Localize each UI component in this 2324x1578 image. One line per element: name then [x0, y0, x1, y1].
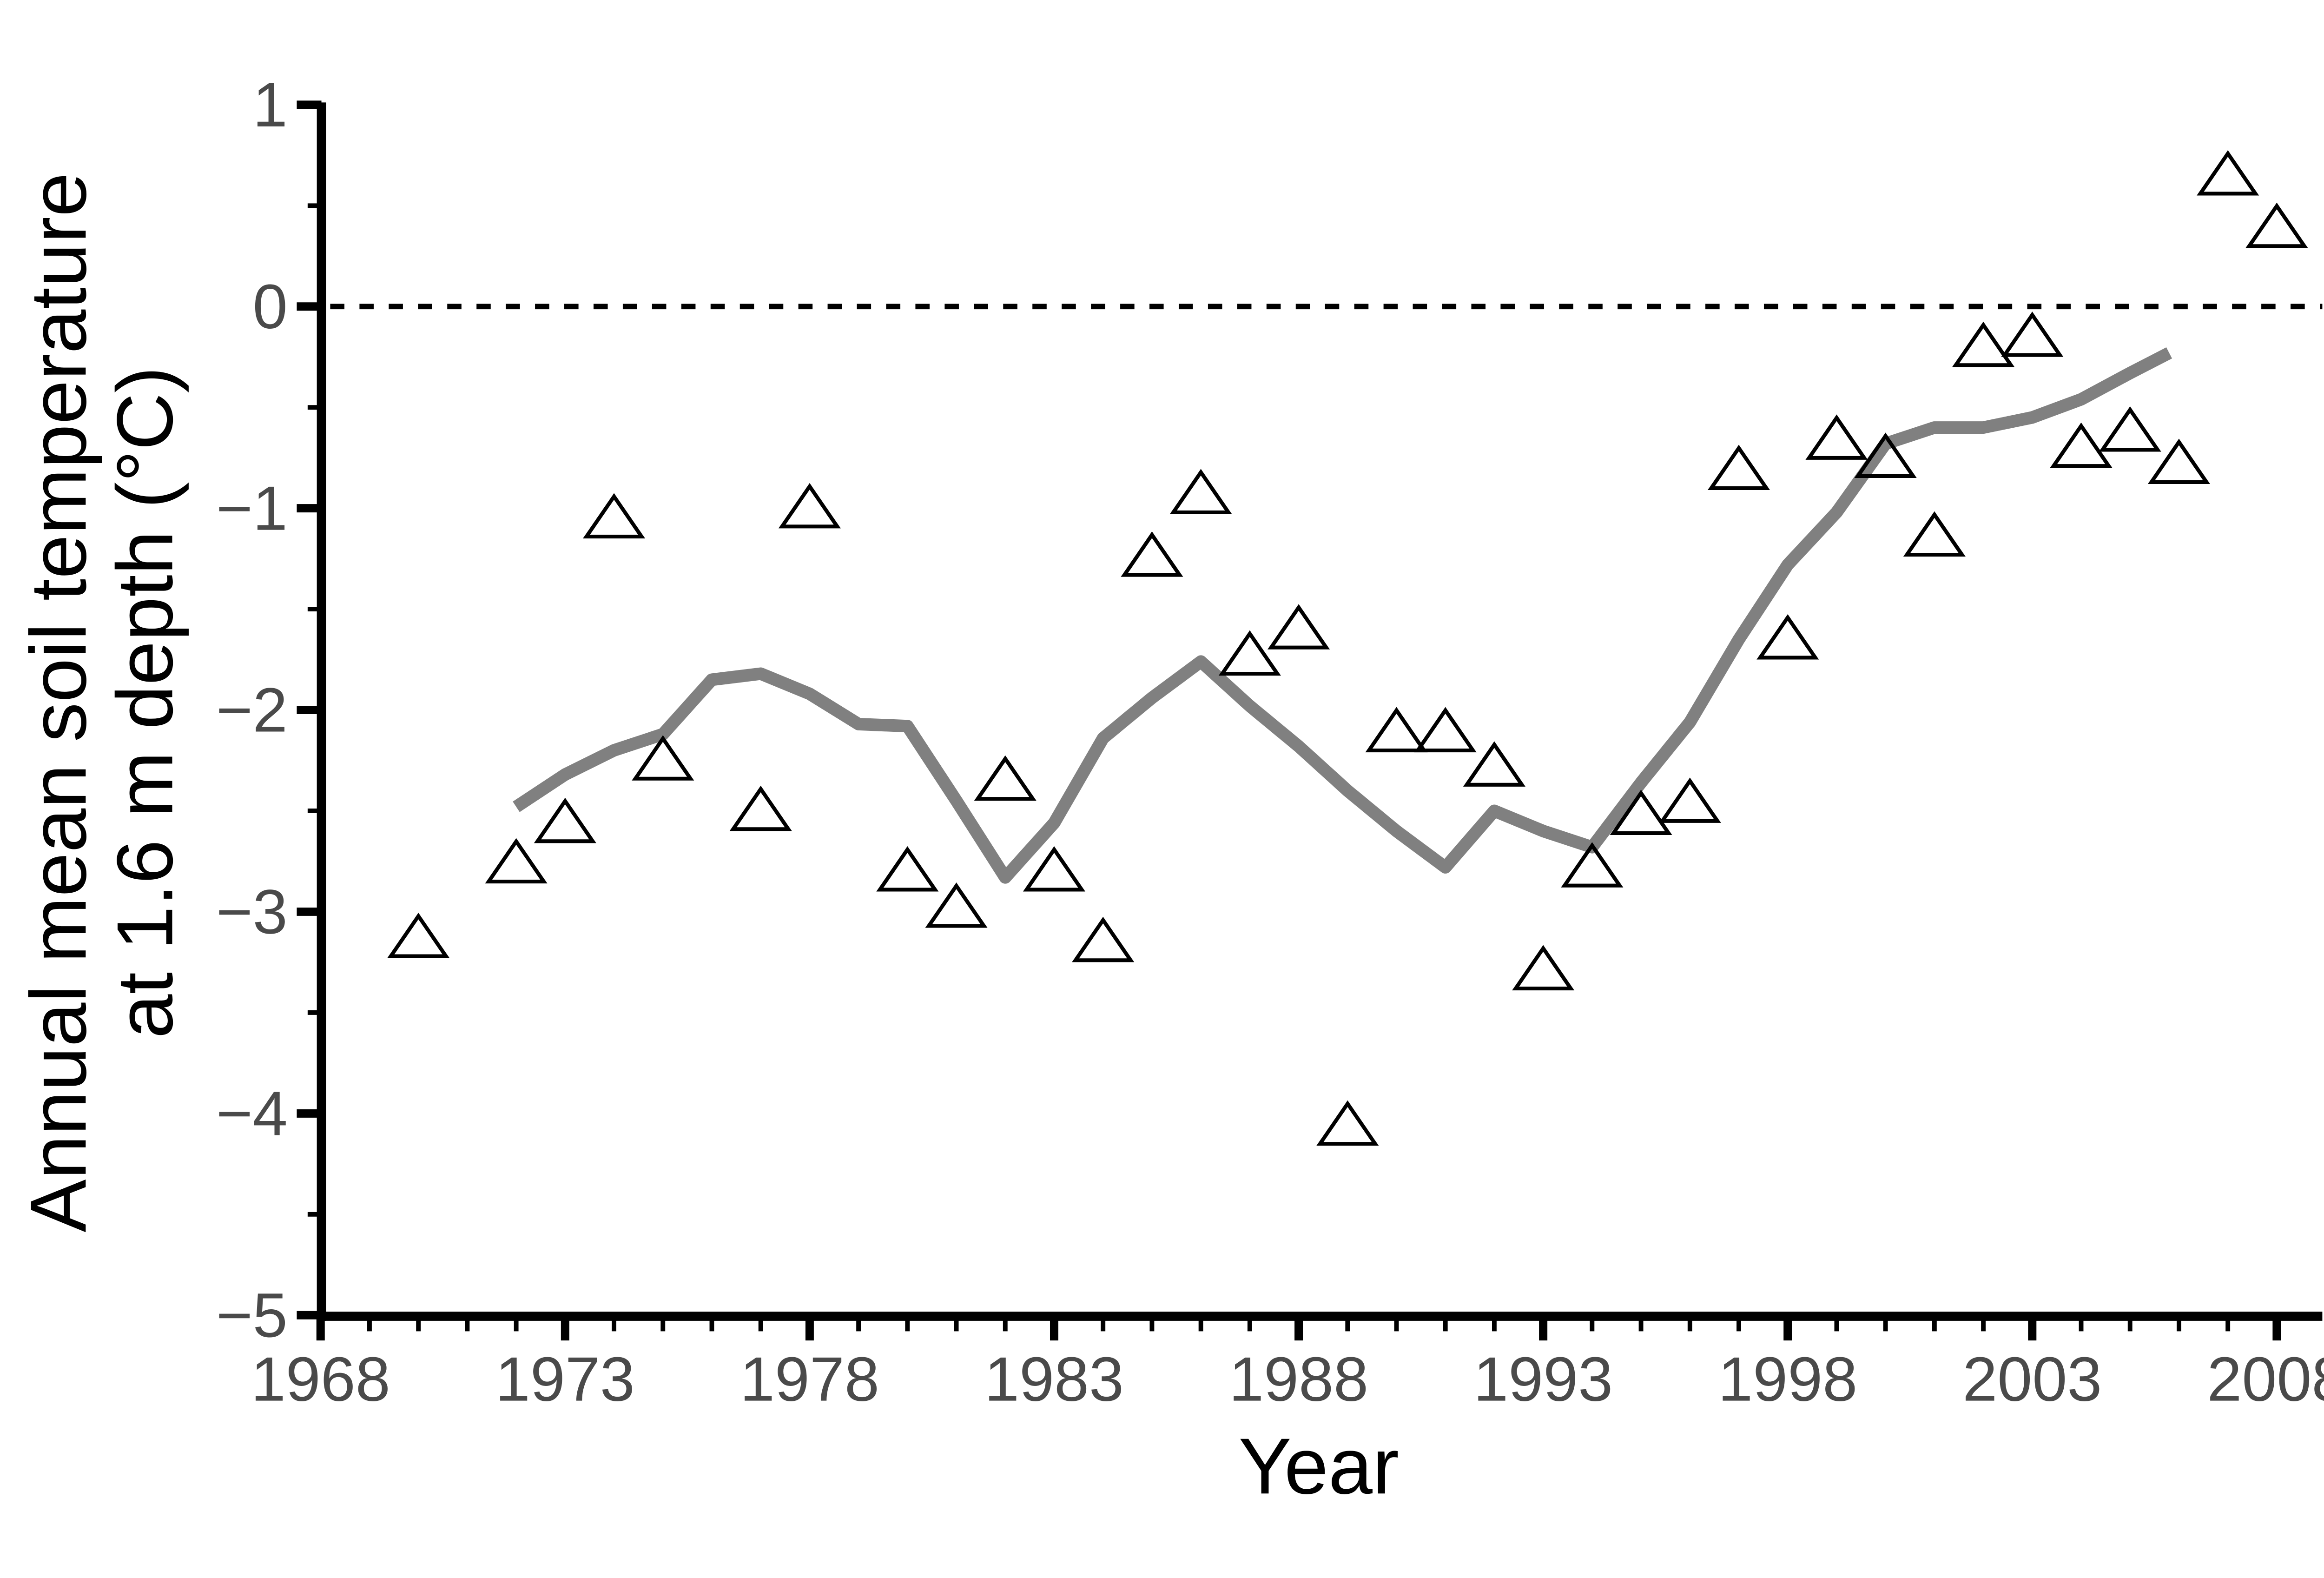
triangle-marker — [925, 882, 988, 928]
triangle-marker — [534, 797, 596, 843]
triangle-marker — [1805, 414, 1868, 460]
x-tick-label: 2003 — [1962, 1344, 2102, 1414]
y-tick-label: −5 — [216, 1280, 288, 1350]
triangle-marker — [1365, 707, 1428, 753]
triangle-marker — [1023, 846, 1086, 892]
triangle-marker — [1952, 321, 2015, 367]
triangle-marker — [1463, 741, 1525, 787]
triangle-marker — [632, 735, 694, 781]
x-tick-label: 2008 — [2207, 1344, 2324, 1414]
y-tick-label: 0 — [253, 272, 288, 342]
triangle-marker — [1903, 511, 1966, 557]
triangle-marker — [1658, 777, 1721, 823]
triangle-marker — [1561, 842, 1624, 888]
y-axis-title-line-2: at 1.6 m depth (°C) — [101, 366, 190, 1038]
triangle-marker — [1854, 432, 1917, 478]
triangle-marker — [2001, 312, 2064, 357]
triangle-marker — [1268, 604, 1330, 650]
x-tick-label: 1988 — [1229, 1344, 1368, 1414]
triangle-marker — [2245, 202, 2308, 248]
y-tick-label: 1 — [253, 70, 288, 140]
y-axis-title-line-1: Annual mean soil temperature — [14, 172, 103, 1232]
triangle-marker — [485, 838, 548, 884]
triangle-marker — [2197, 150, 2259, 196]
x-tick-label: 1998 — [1718, 1344, 1857, 1414]
triangle-marker — [582, 493, 646, 539]
triangle-marker — [778, 483, 841, 529]
data-points-group — [387, 150, 2308, 1146]
trend-line-group — [513, 347, 2172, 884]
x-tick-label: 1993 — [1473, 1344, 1613, 1414]
triangle-marker — [2147, 438, 2210, 484]
triangle-marker — [1756, 614, 1819, 660]
y-tick-label: −4 — [216, 1078, 288, 1148]
x-tick-label: 1978 — [740, 1344, 879, 1414]
smoothed-trend-line — [513, 347, 2172, 884]
triangle-marker — [1512, 945, 1575, 991]
triangle-marker — [1316, 1100, 1379, 1146]
triangle-marker — [2050, 422, 2113, 468]
y-tick-label: −1 — [216, 473, 288, 544]
triangle-marker — [729, 785, 792, 831]
triangle-marker — [1610, 789, 1672, 835]
triangle-marker — [876, 846, 939, 892]
x-axis-title: Year — [1239, 1422, 1399, 1511]
triangle-marker — [2099, 406, 2161, 452]
triangle-marker — [387, 913, 450, 958]
x-tick-label: 1983 — [984, 1344, 1124, 1414]
triangle-marker — [1121, 531, 1183, 577]
triangle-marker — [1072, 916, 1135, 962]
triangle-marker — [1414, 707, 1477, 753]
y-tick-label: −3 — [216, 876, 288, 947]
triangle-marker — [1169, 469, 1232, 515]
ticks-group — [297, 100, 2281, 1341]
y-tick-label: −2 — [216, 675, 288, 745]
x-tick-label: 1968 — [251, 1344, 390, 1414]
x-tick-label: 1973 — [495, 1344, 635, 1414]
triangle-marker — [1707, 444, 1770, 490]
plot-background — [0, 79, 2324, 1499]
triangle-marker — [974, 755, 1037, 801]
triangle-marker — [1218, 630, 1281, 676]
